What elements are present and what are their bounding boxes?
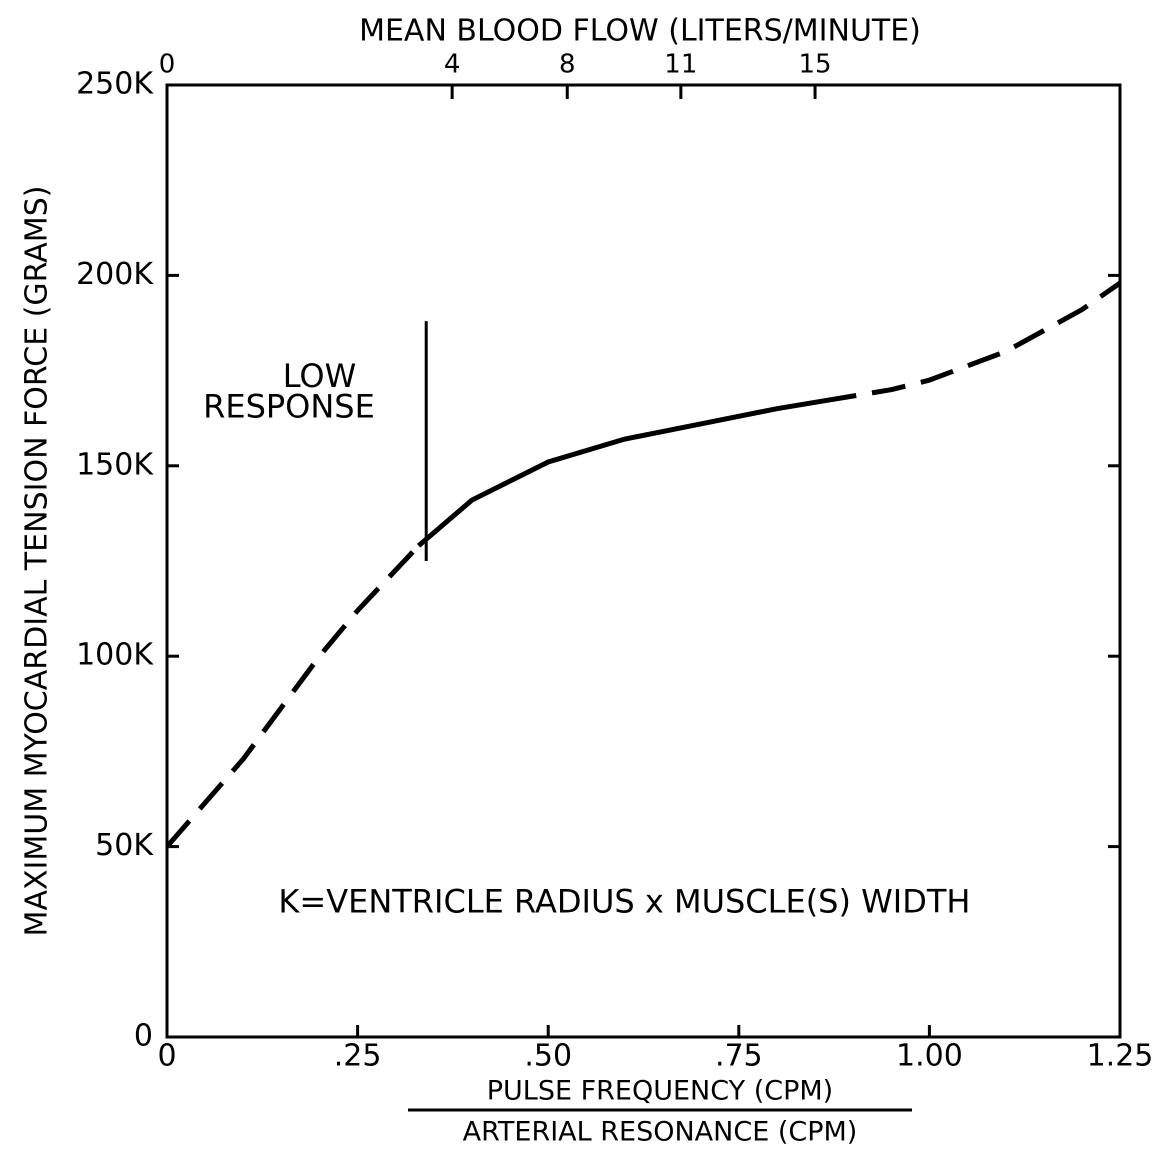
y-tick-label: 100K — [76, 638, 154, 673]
y-tick-label: 50K — [95, 828, 154, 863]
y-tick-label: 0 — [134, 1019, 153, 1054]
x-tick-label: 0 — [157, 1039, 176, 1074]
top-axis-title: MEAN BLOOD FLOW (LITERS/MINUTE) — [359, 14, 921, 49]
y-tick-label: 200K — [76, 257, 154, 292]
x2-tick-label: 4 — [444, 50, 461, 80]
x-tick-label: .75 — [715, 1039, 763, 1074]
annotation: K=VENTRICLE RADIUS x MUSCLE(S) WIDTH — [278, 883, 970, 921]
y-tick-label: 250K — [76, 67, 154, 102]
x-axis-label-numerator: PULSE FREQUENCY (CPM) — [487, 1076, 833, 1107]
x2-tick-label: 0 — [159, 50, 176, 80]
x-axis-label-denominator: ARTERIAL RESONANCE (CPM) — [463, 1117, 858, 1148]
x2-tick-label: 15 — [798, 50, 831, 80]
x-tick-label: .25 — [334, 1039, 382, 1074]
curve — [822, 280, 1122, 404]
y-tick-label: 150K — [76, 447, 154, 482]
annotation: RESPONSE — [203, 388, 375, 426]
curve — [416, 398, 824, 548]
annotation: LOW — [283, 357, 357, 395]
x-tick-label: 1.25 — [1087, 1039, 1154, 1074]
x2-tick-label: 8 — [559, 50, 576, 80]
x2-tick-label: 11 — [664, 50, 697, 80]
plot-frame — [165, 83, 1122, 1039]
y-axis-label: MAXIMUM MYOCARDIAL TENSION FORCE (GRAMS) — [20, 186, 55, 937]
x-tick-label: .50 — [524, 1039, 572, 1074]
curve — [165, 544, 421, 849]
x-tick-label: 1.00 — [896, 1039, 963, 1074]
